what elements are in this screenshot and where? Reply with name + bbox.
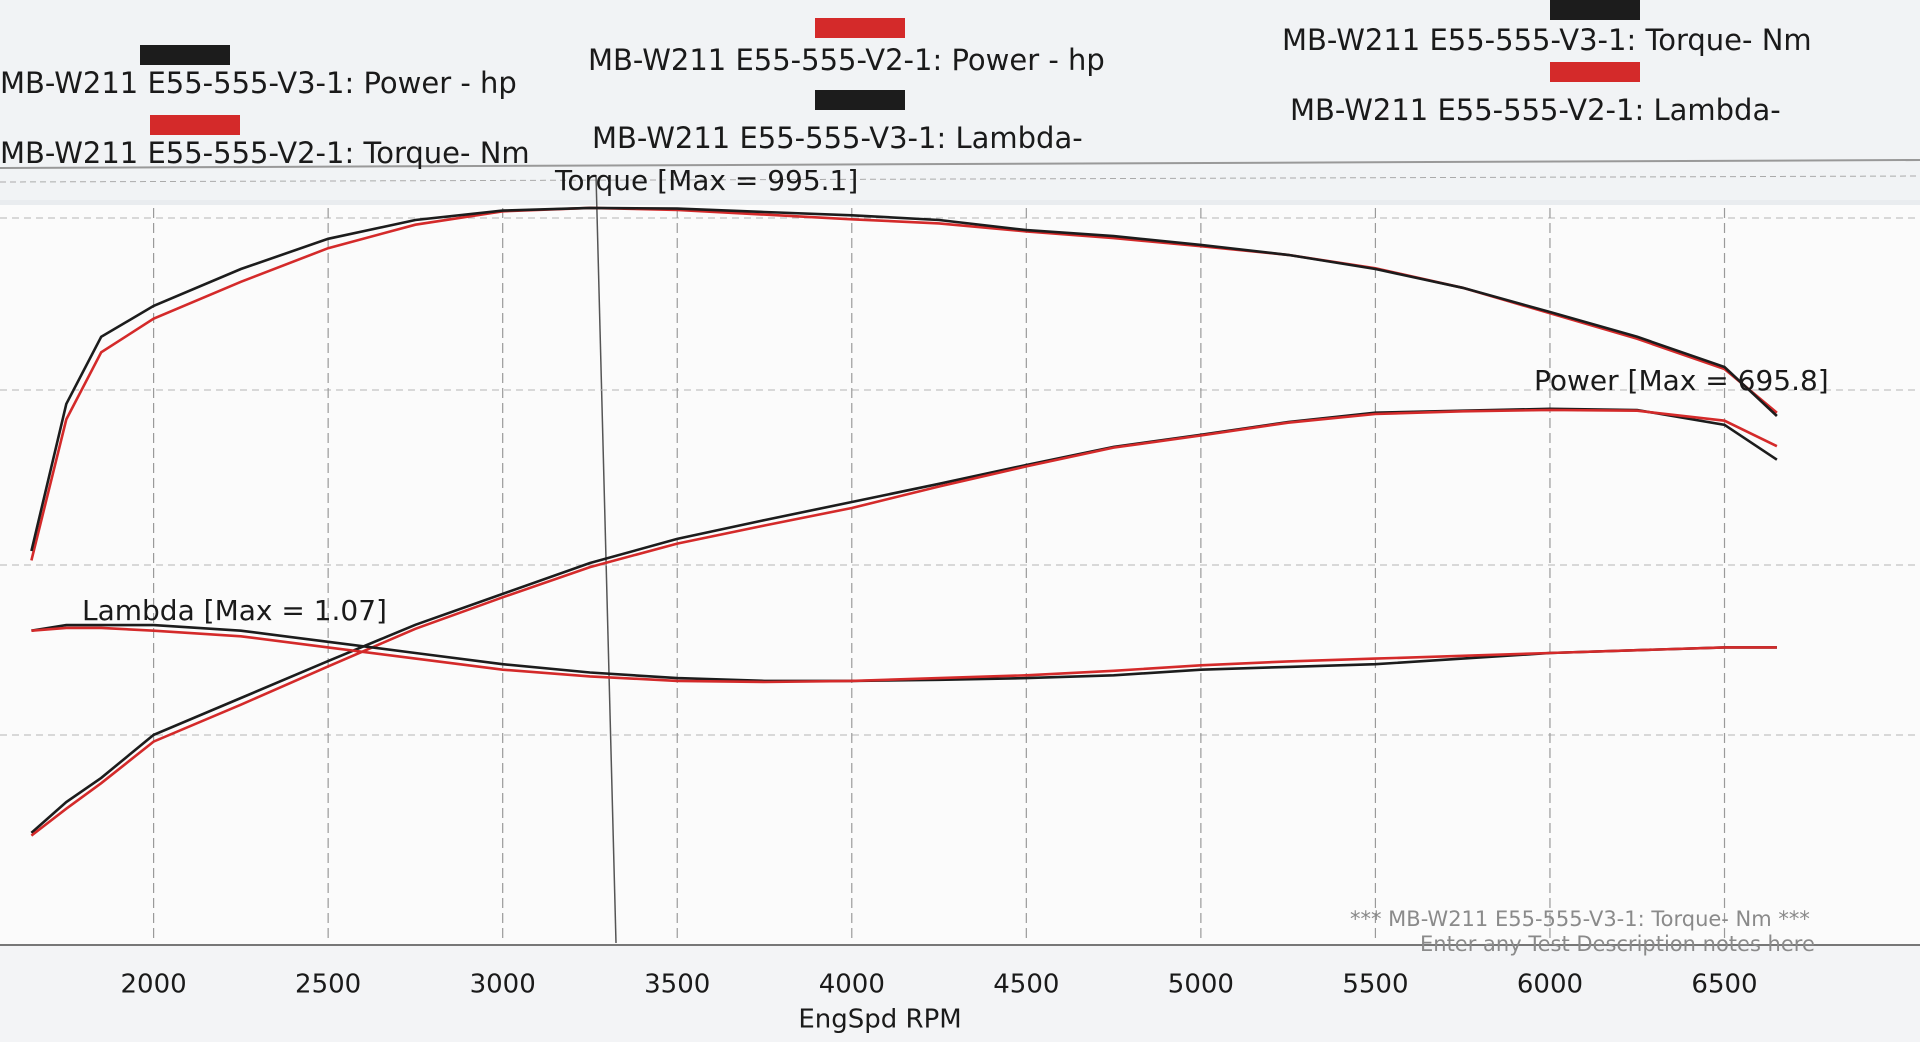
x-tick-label: 4000 (819, 970, 885, 1000)
x-tick-label: 2000 (121, 970, 187, 1000)
series-line (30, 408, 1778, 837)
legend-swatch (815, 90, 905, 110)
legend-swatch (1550, 0, 1640, 20)
legend-label: MB-W211 E55-555-V3-1: Torque- Nm (1282, 23, 1812, 57)
annotation: Power [Max = 695.8] (1534, 364, 1829, 397)
x-tick-label: 4500 (993, 970, 1059, 1000)
legend-label: MB-W211 E55-555-V2-1: Lambda- (1290, 93, 1781, 127)
legend-swatch (1550, 62, 1640, 82)
x-tick-label: 5500 (1342, 970, 1408, 1000)
legend-label: MB-W211 E55-555-V3-1: Lambda- (592, 121, 1083, 155)
x-tick-label: 3500 (644, 970, 710, 1000)
series-line (30, 206, 1778, 552)
legend-swatch (815, 18, 905, 38)
axis-area (0, 945, 1920, 1042)
footer-note: *** MB-W211 E55-555-V3-1: Torque- Nm *** (1350, 907, 1810, 931)
plot-area (0, 205, 1920, 945)
legend-label: MB-W211 E55-555-V2-1: Torque- Nm (0, 136, 530, 170)
x-tick-label: 6500 (1691, 970, 1757, 1000)
x-axis-title: EngSpd RPM (798, 1005, 961, 1035)
footer-note: Enter any Test Description notes here (1420, 932, 1815, 956)
legend-label: MB-W211 E55-555-V2-1: Power - hp (588, 43, 1105, 77)
x-tick-label: 5000 (1168, 970, 1234, 1000)
annotation: Lambda [Max = 1.07] (82, 594, 387, 627)
header-rule (0, 159, 1920, 169)
x-tick-label: 6000 (1517, 970, 1583, 1000)
annotation: Torque [Max = 995.1] (554, 164, 858, 197)
legend-label: MB-W211 E55-555-V3-1: Power - hp (0, 66, 517, 100)
x-tick-label: 2500 (295, 970, 361, 1000)
header-rule (0, 175, 1920, 183)
x-tick-label: 3000 (470, 970, 536, 1000)
legend-swatch (140, 45, 230, 65)
legend-swatch (150, 115, 240, 135)
series-line (31, 626, 1777, 684)
